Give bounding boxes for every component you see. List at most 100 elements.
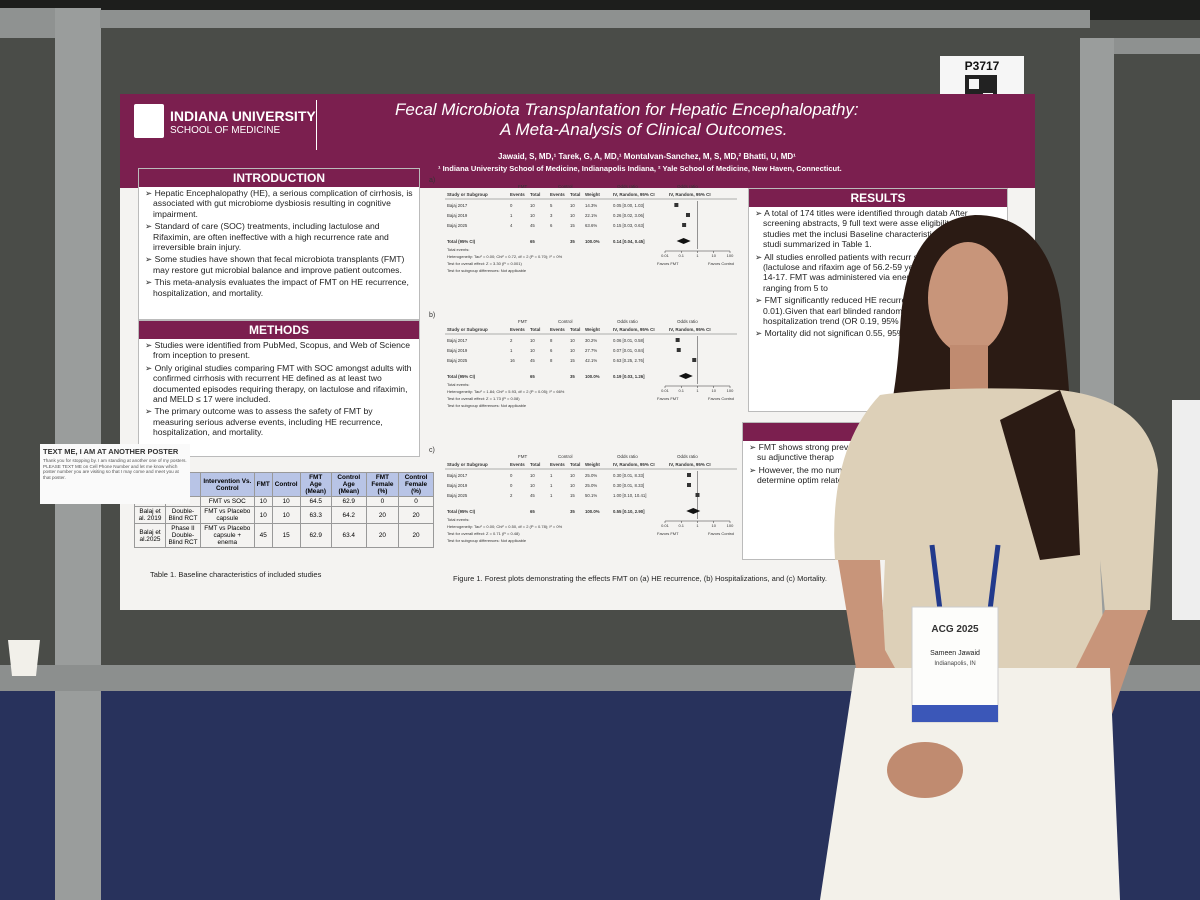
bullet: Standard of care (SOC) treatments, inclu… (143, 221, 415, 252)
effect-marker (676, 348, 681, 352)
title-line: A Meta-Analysis of Clinical Outcomes. (500, 120, 788, 139)
plot-text: Favors FMT (657, 531, 679, 536)
affiliations: ¹ Indiana University School of Medicine,… (438, 164, 842, 173)
plot-text: 10 (570, 203, 575, 208)
plot-text: 2 (510, 338, 513, 343)
plot-text: IV, Random, 95% CI (669, 462, 711, 467)
plot-text: 0.63 [0.25, 2.76] (613, 358, 644, 363)
note-body: Thank you for stopping by. I am standing… (43, 458, 187, 480)
plot-text: IV, Random, 95% CI (669, 327, 711, 332)
table-cell: Phase II Double-Blind RCT (165, 523, 201, 548)
divider (316, 100, 317, 150)
plot-text: 0.30 [0.01, 8.33] (613, 473, 644, 478)
plot-text: 27.7% (585, 348, 597, 353)
plot-text: Test for overall effect: Z = 0.71 (P = 0… (447, 531, 520, 536)
plot-text: 6 (550, 223, 553, 228)
effect-marker (687, 483, 692, 487)
header-cell: FMT (253, 472, 273, 497)
plot-text: 0.1 (678, 253, 684, 258)
plot-text: Events (510, 327, 525, 332)
qr-code (969, 79, 979, 89)
plot-text: Odds ratio (677, 454, 698, 459)
table-row: Balaj et al.2025 Phase II Double-Blind RC… (134, 523, 434, 548)
plot-text: Favors FMT (657, 261, 679, 266)
table-cell: 20 (365, 523, 400, 548)
plot-text: FMT (518, 184, 527, 189)
plot-text: 1 (550, 493, 553, 498)
plot-text: 3 (550, 213, 553, 218)
bullet: Studies were identified from PubMed, Sco… (143, 340, 415, 361)
plot-text: Bajaj 2017 (447, 203, 468, 208)
plot-text: 1 (550, 483, 553, 488)
plot-text: Study or Subgroup (447, 327, 488, 332)
plot-text: Total events: (447, 247, 469, 252)
plot-text: Total (95% CI) (447, 509, 476, 514)
forest-plots: a) FMT Control Odds ratio Odds ratio Study or… (429, 177, 737, 543)
plot-text: Odds ratio (617, 454, 638, 459)
plot-text: 0.26 [0.02, 3.06] (613, 213, 644, 218)
plot-text: Odds ratio (677, 319, 698, 324)
pooled-diamond (686, 508, 701, 514)
plot-text: 10 (530, 338, 535, 343)
bullet-list: A total of 174 titles were identified th… (749, 208, 1007, 339)
plot-text: 14.3% (585, 203, 597, 208)
introduction-box: INTRODUCTION Hepatic Encephalopathy (HE)… (138, 168, 420, 320)
plot-text: 10 (530, 348, 535, 353)
plot-text: 10 (712, 253, 717, 258)
plot-text: 10 (712, 388, 717, 393)
table-cell: 15 (271, 523, 301, 548)
hands (887, 742, 963, 798)
table-cell: 20 (398, 523, 434, 548)
plot-text: Total (530, 462, 540, 467)
plot-text: 1.00 [0.10, 10.41] (613, 493, 646, 498)
plot-text: 0.01 (661, 253, 670, 258)
effect-marker (692, 358, 697, 362)
figure-caption: Figure 1. Forest plots demonstrating the… (453, 574, 827, 583)
neck (950, 345, 988, 390)
frame-bar (100, 10, 1090, 28)
plot-text: Control (558, 454, 573, 459)
bullet: Only original studies comparing FMT with… (143, 363, 415, 405)
plot-text: Total (570, 192, 580, 197)
plot-text: Test for overall effect: Z = 1.73 (P = 0… (447, 396, 520, 401)
plot-text: 10 (530, 213, 535, 218)
plot-text: 0.07 [0.01, 0.84] (613, 348, 644, 353)
plot-text: IV, Random, 95% CI (613, 192, 655, 197)
plot-text: Bajaj 2019 (447, 213, 468, 218)
header-cell: FMT Age (Mean) (299, 472, 332, 497)
plot-text: 1 (696, 388, 699, 393)
note-card: TEXT ME, I AM AT ANOTHER POSTER Thank yo… (40, 444, 190, 504)
plot-text: b) (429, 312, 435, 319)
plot-text: Test for subgroup differences: Not appli… (447, 268, 527, 273)
plot-text: a) (429, 177, 435, 184)
bullet: Hepatic Encephalopathy (HE), a serious c… (143, 188, 415, 219)
plot-text: Total (530, 327, 540, 332)
plot-text: 45 (530, 223, 535, 228)
plot-text: Events (510, 462, 525, 467)
plot-text: Events (550, 462, 565, 467)
plot-text: 4 (510, 223, 513, 228)
plot-text: 10 (570, 348, 575, 353)
plot-text: IV, Random, 95% CI (613, 327, 655, 332)
plot-text: Heterogeneity: Tau² = 0.00; Chi² = 0.72,… (447, 254, 563, 259)
face (928, 242, 1008, 354)
plot-text: 0 (510, 483, 513, 488)
plot-text: 100.0% (585, 509, 600, 514)
pooled-diamond (676, 238, 691, 244)
plot-text: 0.14 [0.04, 0.45] (613, 239, 645, 244)
plot-text: Control (558, 184, 573, 189)
plot-text: 0 (510, 203, 513, 208)
bullet: Mortality did not significan 0.55, 95% C… (753, 328, 1003, 338)
plot-text: 0.01 (661, 388, 670, 393)
plot-text: Heterogeneity: Tau² = 0.00; Chi² = 0.50,… (447, 524, 563, 529)
plot-text: Total (570, 462, 580, 467)
plot-text: Events (510, 192, 525, 197)
plot-text: Bajaj 2019 (447, 348, 468, 353)
plot-text: Weight (585, 192, 600, 197)
plot-text: 10 (570, 483, 575, 488)
table-cell: 45 (253, 523, 273, 548)
plot-text: Total (95% CI) (447, 239, 476, 244)
section-heading: RESULTS (749, 189, 1007, 207)
plot-text: 10 (570, 473, 575, 478)
